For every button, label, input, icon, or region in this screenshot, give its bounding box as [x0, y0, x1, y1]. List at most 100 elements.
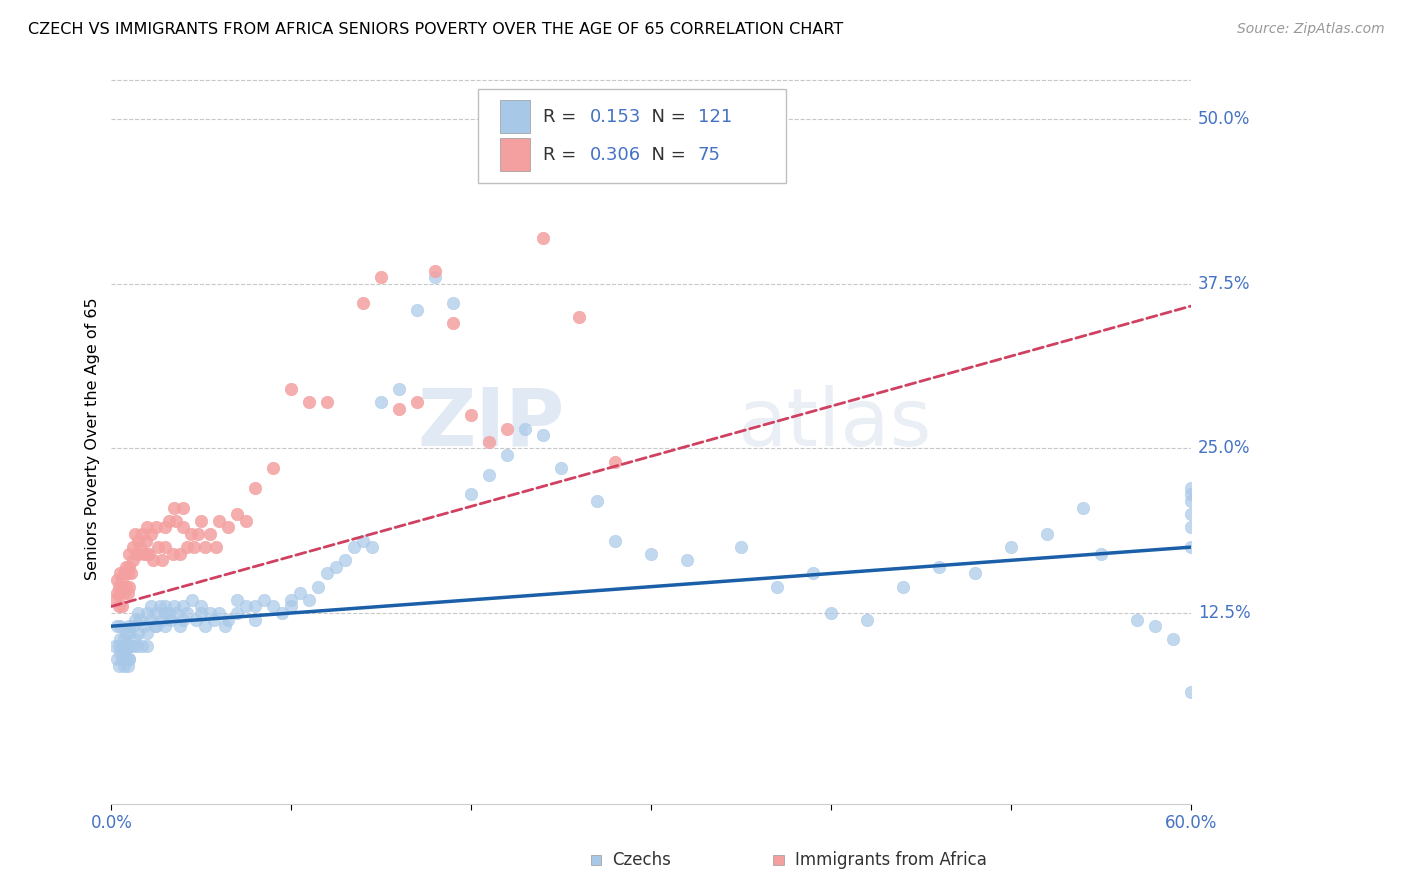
Point [245, 613, 267, 627]
Point [262, 461, 284, 475]
Point [122, 540, 145, 554]
Point [343, 540, 366, 554]
Point [131, 527, 153, 541]
Point [460, 487, 482, 501]
Point [138, 547, 160, 561]
Point [820, 606, 842, 620]
Point [406, 303, 429, 318]
Point [132, 547, 155, 561]
Point [370, 270, 392, 285]
Point [928, 560, 950, 574]
Point [124, 527, 146, 541]
Point [370, 395, 392, 409]
Point [531, 230, 554, 244]
Y-axis label: Seniors Poverty Over the Age of 65: Seniors Poverty Over the Age of 65 [86, 297, 100, 580]
Point [226, 592, 249, 607]
Point [117, 639, 139, 653]
Point [352, 296, 374, 310]
Point [125, 639, 148, 653]
Point [122, 553, 145, 567]
Text: R =: R = [543, 108, 582, 126]
Point [1090, 547, 1112, 561]
Point [730, 540, 752, 554]
Point [112, 586, 135, 600]
Text: 50.0%: 50.0% [1198, 110, 1250, 128]
Point [271, 606, 294, 620]
Point [1180, 507, 1202, 521]
Text: 121: 121 [697, 108, 731, 126]
Point [124, 613, 146, 627]
Point [117, 586, 139, 600]
Point [118, 560, 141, 574]
Point [316, 566, 339, 581]
Point [136, 625, 159, 640]
Point [425, 270, 447, 285]
FancyBboxPatch shape [501, 138, 530, 171]
Point [118, 625, 141, 640]
Point [181, 592, 204, 607]
Point [117, 658, 139, 673]
Point [127, 606, 149, 620]
Point [316, 395, 339, 409]
Point [388, 401, 411, 416]
Point [165, 606, 187, 620]
Point [139, 613, 162, 627]
Point [122, 639, 145, 653]
Point [131, 639, 153, 653]
Point [149, 599, 172, 614]
Point [118, 619, 141, 633]
Point [114, 639, 136, 653]
Point [176, 606, 198, 620]
Point [157, 514, 180, 528]
Point [127, 533, 149, 548]
Point [307, 580, 329, 594]
Point [478, 467, 501, 482]
Point [104, 592, 127, 607]
Point [280, 599, 302, 614]
Point [1180, 487, 1202, 501]
Point [891, 580, 914, 594]
Point [235, 599, 257, 614]
Point [217, 613, 239, 627]
Point [460, 409, 482, 423]
Point [441, 316, 464, 330]
Point [136, 606, 159, 620]
Point [856, 613, 879, 627]
Point [325, 560, 347, 574]
Point [112, 646, 135, 660]
Point [111, 652, 134, 666]
Point [441, 296, 464, 310]
Point [352, 533, 374, 548]
Text: 0.306: 0.306 [589, 145, 641, 164]
Text: 25.0%: 25.0% [1198, 440, 1250, 458]
Text: Source: ZipAtlas.com: Source: ZipAtlas.com [1237, 22, 1385, 37]
Point [1180, 481, 1202, 495]
Point [496, 421, 519, 435]
Point [172, 500, 194, 515]
Point [262, 599, 284, 614]
Point [118, 652, 141, 666]
Point [190, 599, 212, 614]
Point [135, 533, 157, 548]
Text: N =: N = [640, 145, 692, 164]
Point [136, 639, 159, 653]
Point [176, 540, 198, 554]
Point [139, 599, 162, 614]
Point [253, 592, 276, 607]
Point [104, 639, 127, 653]
Point [114, 560, 136, 574]
Point [114, 580, 136, 594]
Point [194, 540, 217, 554]
Point [155, 619, 177, 633]
Point [129, 540, 152, 554]
Point [204, 540, 226, 554]
Point [107, 599, 129, 614]
Point [114, 625, 136, 640]
Point [120, 566, 142, 581]
Text: 12.5%: 12.5% [1198, 604, 1250, 622]
Point [155, 520, 177, 534]
Text: Czechs: Czechs [613, 851, 671, 869]
Point [110, 566, 132, 581]
Point [1180, 685, 1202, 699]
Point [235, 514, 257, 528]
